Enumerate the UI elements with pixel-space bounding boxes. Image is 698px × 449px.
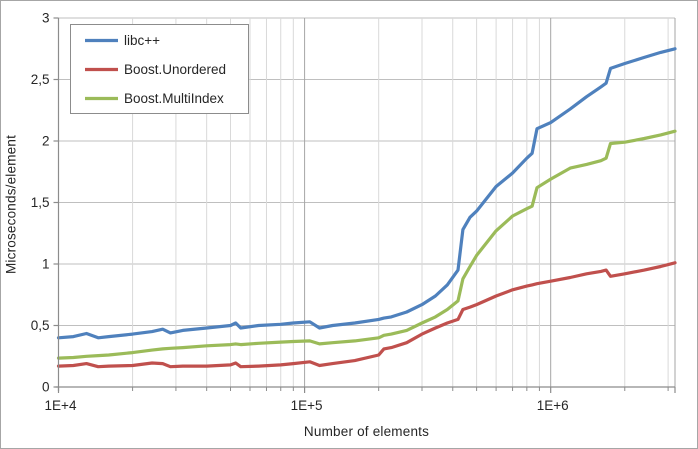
axis-ticks	[53, 17, 676, 393]
y-tick-label: 2,5	[31, 72, 50, 87]
x-tick-label: 1E+5	[291, 398, 323, 413]
x-tick-label: 1E+6	[537, 398, 569, 413]
x-tick-label: 1E+4	[45, 398, 77, 413]
y-axis-title: Microseconds/element	[3, 134, 19, 275]
legend-label-boost-unordered: Boost.Unordered	[124, 62, 226, 77]
legend-entry-libcpp: libc++	[85, 33, 160, 48]
legend-label-boost-multiindex: Boost.MultiIndex	[124, 91, 224, 106]
y-tick-label: 1,5	[31, 195, 50, 210]
y-tick-label: 0,5	[31, 318, 50, 333]
legend-label-libcpp: libc++	[124, 33, 160, 48]
x-axis-title: Number of elements	[303, 424, 430, 439]
tick-labels: 0 0,5 1 1,5 2 2,5 3 1E+4 1E+5 1E+6	[31, 11, 569, 414]
legend: libc++ Boost.Unordered Boost.MultiIndex	[70, 24, 249, 114]
legend-entry-boost-unordered: Boost.Unordered	[85, 62, 226, 77]
series-line-libcpp	[56, 47, 677, 340]
series-line-boost-unordered	[56, 261, 677, 369]
legend-entry-boost-multiindex: Boost.MultiIndex	[85, 91, 224, 106]
y-tick-label: 1	[42, 257, 50, 272]
axes	[55, 18, 675, 391]
y-tick-label: 0	[42, 380, 50, 395]
y-tick-label: 2	[42, 134, 50, 149]
y-tick-label: 3	[42, 11, 50, 26]
series-line-boost-multiindex	[56, 129, 677, 360]
vertical-major-gridlines	[304, 18, 676, 387]
